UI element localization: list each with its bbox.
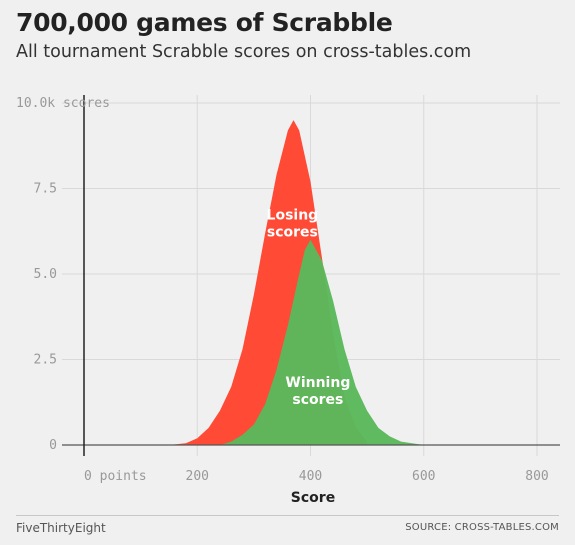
y-tick-label: 2.5 <box>34 353 57 368</box>
x-tick-label: 0 points <box>84 469 147 484</box>
series-annotation: scores <box>292 392 343 408</box>
series-annotation: Winning <box>285 375 350 391</box>
area-layer <box>168 120 424 445</box>
x-tick-label: 400 <box>299 469 322 484</box>
y-tick-label: 10.0k scores <box>16 96 110 111</box>
footer-source: SOURCE: CROSS-TABLES.COM <box>405 522 559 533</box>
axis-layer: 0 2.5 5.0 7.5 10.0k scores 0 points 200 400 600 8… <box>16 95 560 506</box>
chart-title: 700,000 games of Scrabble <box>16 8 393 37</box>
x-tick-label: 800 <box>525 469 548 484</box>
series-annotation: Losing <box>267 207 319 223</box>
x-tick-label: 200 <box>186 469 209 484</box>
y-tick-label: 7.5 <box>34 182 57 197</box>
footer-brand: FiveThirtyEight <box>16 521 106 535</box>
x-tick-label: 600 <box>412 469 435 484</box>
y-tick-label: 0 <box>49 438 57 453</box>
series-annotation: scores <box>267 224 318 240</box>
footer-divider <box>16 515 559 516</box>
winning-scores-area <box>219 239 424 445</box>
x-axis-title: Score <box>291 490 335 506</box>
chart-subtitle: All tournament Scrabble scores on cross-… <box>16 42 472 62</box>
y-tick-label: 5.0 <box>34 267 57 282</box>
